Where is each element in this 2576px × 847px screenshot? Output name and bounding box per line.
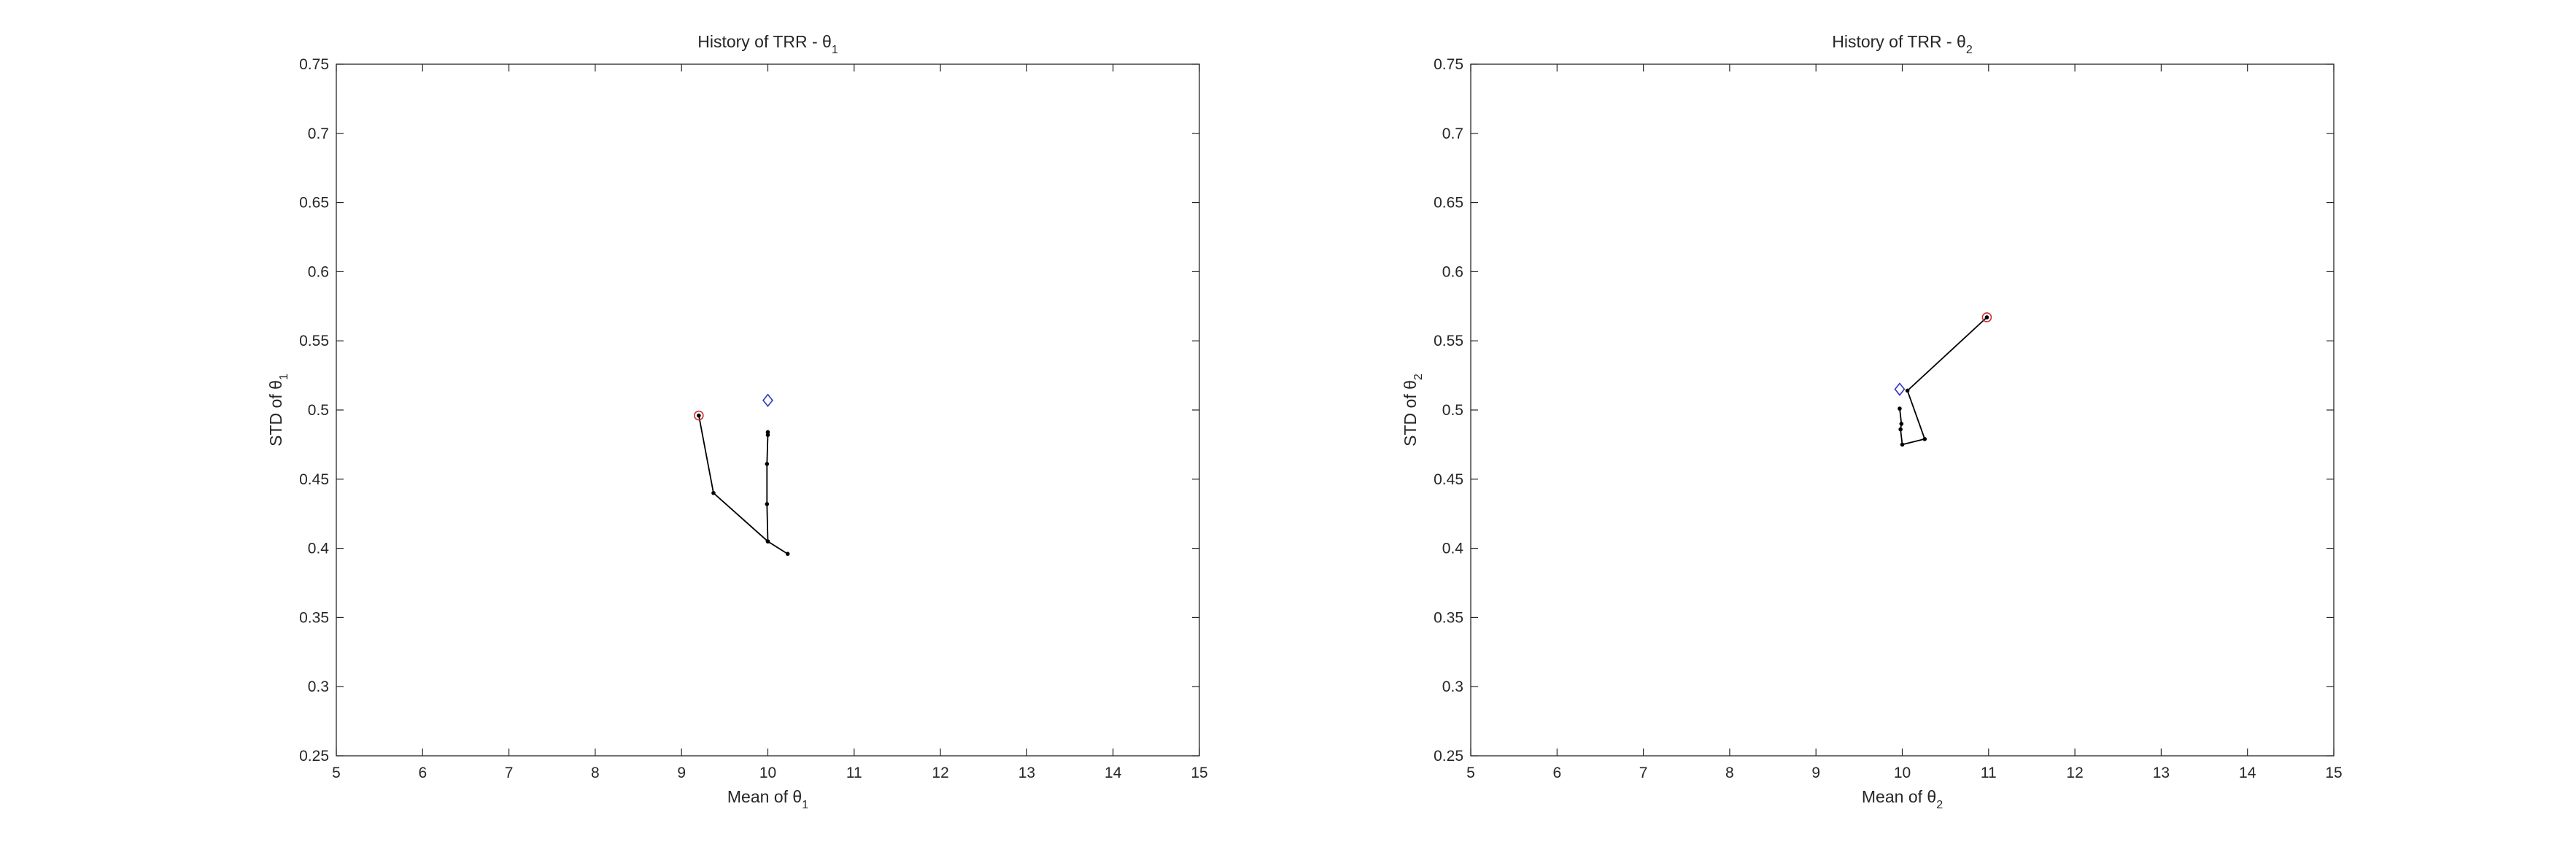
start-point-dot bbox=[697, 414, 701, 417]
x-tick-label: 6 bbox=[418, 765, 427, 781]
x-tick-label: 5 bbox=[332, 765, 341, 781]
x-tick-label: 7 bbox=[505, 765, 514, 781]
y-axis-label: STD of θ2 bbox=[1401, 374, 1425, 446]
axes-box bbox=[1470, 63, 2335, 757]
y-tick-label: 0.3 bbox=[1442, 678, 1463, 695]
y-tick-label: 0.4 bbox=[308, 541, 330, 557]
history-point bbox=[1898, 427, 1903, 432]
y-tick-label: 0.5 bbox=[308, 402, 329, 419]
y-tick-label: 0.55 bbox=[1434, 333, 1463, 349]
x-tick-label: 15 bbox=[2325, 765, 2342, 781]
y-tick-label: 0.7 bbox=[1442, 125, 1463, 142]
y-tick-label: 0.3 bbox=[308, 678, 329, 695]
x-tick-label: 9 bbox=[677, 765, 686, 781]
x-tick-label: 8 bbox=[1725, 765, 1734, 781]
x-tick-label: 11 bbox=[1981, 765, 1997, 781]
x-tick-label: 14 bbox=[2239, 765, 2256, 781]
chart-theta2: 5 6 7 8 9 10 11 12 13 14 15 0.25 0.3 0.35 0.4 0.45 0.5 0.… bbox=[1401, 32, 2343, 811]
y-tick-label: 0.75 bbox=[299, 56, 329, 73]
x-tick-label: 9 bbox=[1811, 765, 1820, 781]
history-point bbox=[1905, 388, 1910, 393]
history-point bbox=[765, 539, 770, 544]
chart-title: History of TRR - θ1 bbox=[697, 32, 838, 56]
y-axis-label: STD of θ1 bbox=[266, 374, 290, 446]
history-point bbox=[1900, 442, 1905, 447]
y-tick-label: 0.65 bbox=[299, 195, 329, 212]
chart-title: History of TRR - θ2 bbox=[1832, 32, 1973, 56]
y-tick-label: 0.35 bbox=[1434, 609, 1463, 626]
history-point bbox=[1898, 406, 1902, 411]
y-tick-label: 0.35 bbox=[299, 609, 329, 626]
x-tick-label: 13 bbox=[1018, 765, 1035, 781]
target-point-marker bbox=[1894, 382, 1906, 396]
history-point bbox=[1922, 437, 1927, 441]
history-point bbox=[765, 502, 770, 506]
x-tick-label: 6 bbox=[1552, 765, 1561, 781]
y-tick-label: 0.6 bbox=[308, 263, 329, 280]
x-axis-label: Mean of θ2 bbox=[1862, 787, 1943, 811]
x-tick-label: 12 bbox=[2066, 765, 2083, 781]
history-point bbox=[765, 430, 770, 435]
history-point bbox=[765, 462, 770, 466]
target-point-marker bbox=[762, 393, 773, 408]
y-tick-label: 0.5 bbox=[1442, 402, 1463, 419]
x-tick-label: 10 bbox=[759, 765, 776, 781]
y-tick-label: 0.25 bbox=[1434, 748, 1463, 765]
x-axis-label: Mean of θ1 bbox=[727, 787, 808, 811]
axes-box bbox=[336, 63, 1200, 757]
y-tick-label: 0.7 bbox=[308, 125, 329, 142]
x-tick-label: 13 bbox=[2153, 765, 2170, 781]
x-tick-label: 5 bbox=[1466, 765, 1475, 781]
y-tick-label: 0.45 bbox=[299, 471, 329, 488]
history-point bbox=[785, 552, 790, 556]
x-tick-label: 15 bbox=[1191, 765, 1207, 781]
y-tick-label: 0.25 bbox=[299, 748, 329, 765]
start-point-marker bbox=[694, 410, 704, 421]
x-tick-label: 14 bbox=[1105, 765, 1122, 781]
y-tick-label: 0.75 bbox=[1434, 56, 1463, 73]
y-tick-label: 0.45 bbox=[1434, 471, 1463, 488]
x-tick-label: 7 bbox=[1639, 765, 1648, 781]
x-tick-label: 8 bbox=[591, 765, 600, 781]
start-point-dot bbox=[1985, 315, 1989, 320]
chart-theta1: 5 6 7 8 9 10 11 12 13 14 15 0.25 0.3 0.35 0.4 0.45 0.5 0.… bbox=[266, 32, 1208, 811]
y-tick-label: 0.4 bbox=[1442, 541, 1464, 557]
history-point bbox=[711, 490, 716, 495]
history-point bbox=[1899, 422, 1904, 426]
x-tick-label: 10 bbox=[1894, 765, 1911, 781]
y-tick-label: 0.55 bbox=[299, 333, 329, 349]
start-point-marker bbox=[1981, 312, 1992, 322]
x-tick-label: 11 bbox=[846, 765, 862, 781]
y-tick-label: 0.65 bbox=[1434, 195, 1463, 212]
x-tick-label: 12 bbox=[932, 765, 948, 781]
y-tick-label: 0.6 bbox=[1442, 263, 1463, 280]
